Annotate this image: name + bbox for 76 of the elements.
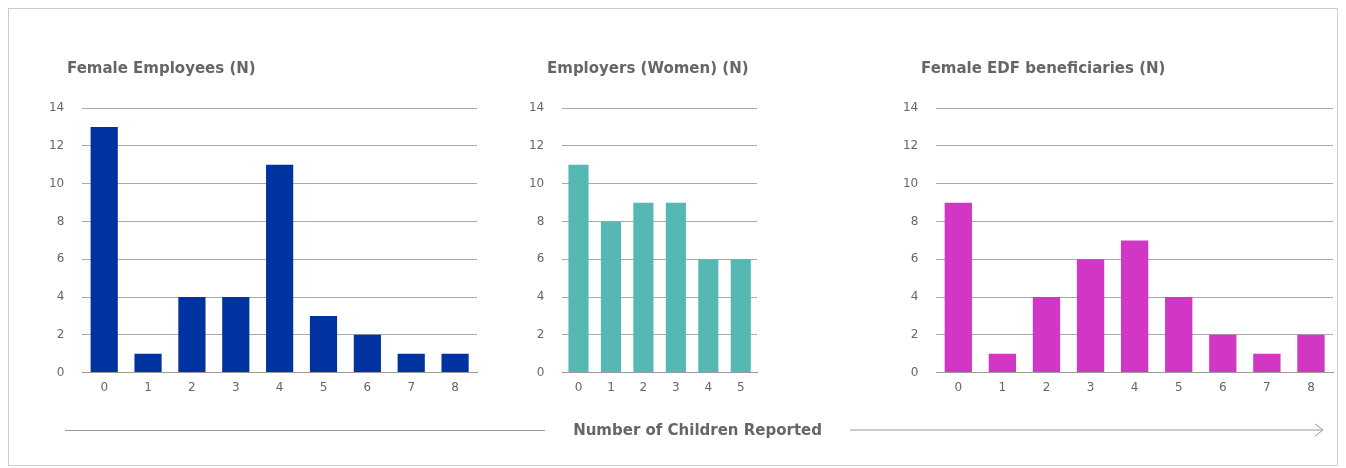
x-tick-label: 7 — [1263, 379, 1271, 394]
y-tick-label: 14 — [528, 100, 545, 115]
x-tick-label: 2 — [639, 379, 648, 394]
y-tick-label: 2 — [910, 326, 919, 341]
y-tick-label: 10 — [528, 175, 545, 190]
bar — [1032, 297, 1061, 373]
bar — [90, 127, 118, 373]
x-tick-label: 1 — [607, 379, 615, 394]
x-tick-label: 4 — [1130, 379, 1139, 394]
x-tick-label: 6 — [1218, 379, 1227, 394]
x-tick-label: 8 — [1307, 379, 1315, 394]
y-tick-label: 14 — [902, 100, 919, 115]
y-tick-label: 12 — [528, 138, 545, 153]
bar — [1076, 259, 1105, 373]
chart-title: Female Employees (N) — [66, 59, 257, 79]
y-tick-label: 12 — [902, 138, 919, 153]
bar — [397, 353, 425, 373]
y-tick-label: 2 — [56, 326, 65, 341]
x-axis-title: Number of Children Reported — [572, 421, 823, 439]
x-tick-label: 3 — [231, 379, 240, 394]
x-tick-label: 0 — [100, 379, 109, 394]
x-tick-label: 2 — [1042, 379, 1051, 394]
y-tick-label: 6 — [536, 251, 545, 266]
bar — [1297, 334, 1325, 373]
bar — [1120, 240, 1149, 373]
bar — [134, 353, 162, 373]
bar — [988, 353, 1017, 373]
y-tick-label: 14 — [48, 100, 65, 115]
y-tick-label: 10 — [48, 175, 65, 190]
x-tick-label: 1 — [144, 379, 152, 394]
bar — [730, 259, 751, 373]
x-tick-label: 1 — [998, 379, 1007, 394]
chart-title: Female EDF beneficiaries (N) — [920, 59, 1167, 79]
x-tick-label: 5 — [1174, 379, 1183, 394]
bar — [944, 202, 972, 373]
y-tick-label: 4 — [536, 289, 545, 304]
y-tick-label: 4 — [910, 289, 919, 304]
y-tick-label: 0 — [56, 364, 65, 379]
x-tick-label: 2 — [188, 379, 196, 394]
y-tick-label: 6 — [910, 251, 919, 266]
bar — [568, 164, 589, 373]
bar — [1165, 297, 1193, 373]
x-tick-label: 0 — [574, 379, 583, 394]
y-tick-label: 0 — [910, 364, 919, 379]
chart-title: Employers (Women) (N) — [546, 59, 750, 79]
bar — [309, 315, 338, 373]
y-tick-label: 12 — [48, 138, 65, 153]
y-tick-label: 2 — [536, 326, 545, 341]
y-tick-label: 8 — [910, 213, 919, 228]
x-tick-label: 4 — [275, 379, 284, 394]
x-tick-label: 4 — [704, 379, 713, 394]
bar — [178, 297, 206, 373]
x-tick-label: 6 — [363, 379, 372, 394]
x-tick-label: 8 — [451, 379, 459, 394]
bar — [1253, 353, 1281, 373]
bar — [665, 202, 686, 373]
bar — [698, 259, 719, 373]
y-tick-label: 10 — [902, 175, 919, 190]
bar — [600, 221, 622, 373]
bar — [441, 353, 469, 373]
y-tick-label: 0 — [536, 364, 545, 379]
x-tick-label: 3 — [1086, 379, 1095, 394]
x-tick-label: 3 — [672, 379, 680, 394]
x-tick-label: 7 — [407, 379, 416, 394]
bar — [266, 164, 294, 373]
bar — [222, 297, 250, 373]
y-tick-label: 8 — [56, 213, 65, 228]
y-tick-label: 6 — [56, 251, 65, 266]
x-tick-label: 5 — [736, 379, 745, 394]
y-tick-label: 4 — [56, 289, 65, 304]
bar — [633, 202, 654, 373]
bar — [353, 334, 381, 373]
x-tick-label: 0 — [954, 379, 963, 394]
x-tick-label: 5 — [319, 379, 328, 394]
bar — [1209, 334, 1237, 373]
y-tick-label: 8 — [536, 213, 545, 228]
